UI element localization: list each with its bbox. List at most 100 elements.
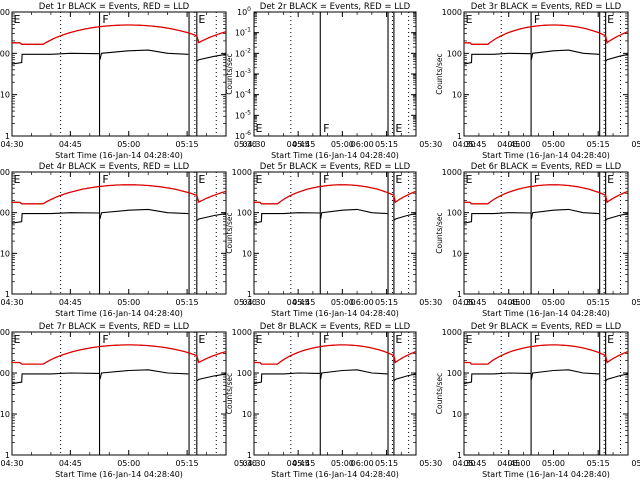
x-tick-label: 04:30 xyxy=(452,459,475,468)
y-axis-label: Counts/sec xyxy=(435,373,444,414)
interval-marker-label: E xyxy=(607,13,614,26)
interval-marker-label: E xyxy=(395,173,402,186)
lld-series-line xyxy=(12,24,227,45)
events-series-line xyxy=(463,52,531,65)
y-tick-label: 100 xyxy=(447,209,462,218)
x-tick-label: 05:30 xyxy=(234,459,257,468)
x-tick-label: 05:30 xyxy=(419,298,442,307)
y-tick-label: 100 xyxy=(0,369,10,378)
x-tick-label: 05:15 xyxy=(176,298,199,307)
x-tick-label: 04:45 xyxy=(59,459,82,468)
events-series-line xyxy=(11,212,100,224)
x-tick-label: 06:00 xyxy=(508,298,531,307)
y-tick-label: 10-1 xyxy=(235,27,251,38)
panel-title: Det 6r BLACK = Events, RED = LLD xyxy=(471,162,622,172)
x-tick-label: 05:15 xyxy=(587,298,610,307)
events-series-line xyxy=(196,373,227,382)
x-tick-label: 05:45 xyxy=(292,459,315,468)
interval-marker-label: E xyxy=(14,13,21,26)
x-tick-label: 04:30 xyxy=(242,298,265,307)
panel-title: Det 5r BLACK = Events, RED = LLD xyxy=(260,162,411,172)
y-tick-label: 10 xyxy=(452,91,462,100)
x-tick-label: 04:45 xyxy=(497,298,520,307)
x-tick-label: 05:30 xyxy=(419,140,442,149)
x-tick-label: 06:00 xyxy=(351,459,374,468)
x-axis-label: Start Time (16-Jan-14 04:28:40) xyxy=(271,151,399,160)
interval-marker-label: E xyxy=(198,173,205,186)
events-series-line xyxy=(11,372,100,385)
panel-det-5: Det 5r BLACK = Events, RED = LLD11010010… xyxy=(225,162,531,318)
events-series-line xyxy=(196,53,227,62)
y-tick-label: 1000 xyxy=(442,168,462,177)
panel-title: Det 9r BLACK = Events, RED = LLD xyxy=(471,322,622,332)
x-tick-label: 05:30 xyxy=(419,459,442,468)
panel-title: Det 7r BLACK = Events, RED = LLD xyxy=(39,322,190,332)
y-tick-label: 10-2 xyxy=(235,47,251,58)
events-series-line xyxy=(463,372,531,385)
plot-frame xyxy=(463,171,629,295)
plot-frame xyxy=(463,11,629,137)
x-tick-label: 05:30 xyxy=(234,140,257,149)
x-tick-label: 05:15 xyxy=(587,140,610,149)
y-tick-label: 10-6 xyxy=(235,130,251,141)
events-series-line xyxy=(530,49,600,60)
events-series-line xyxy=(605,373,629,382)
panel-title: Det 3r BLACK = Events, RED = LLD xyxy=(471,2,622,12)
interval-marker-label: F xyxy=(102,333,108,346)
y-tick-label: 100 xyxy=(237,369,252,378)
interval-marker-label: E xyxy=(14,333,21,346)
x-tick-label: 05:15 xyxy=(375,459,398,468)
panel-det-1: Det 1r BLACK = Events, RED = LLD 1 10 100 10… xyxy=(0,2,374,160)
events-series-line xyxy=(253,212,321,224)
x-tick-label: 04:30 xyxy=(0,459,23,468)
panel-det-6: Det 6r BLACK = Events, RED = LLD 1 10 100 10… xyxy=(435,162,640,318)
plot-frame xyxy=(11,11,227,137)
x-tick-label: 04:45 xyxy=(287,140,310,149)
interval-marker-label: F xyxy=(102,173,108,186)
y-tick-label: 100 xyxy=(0,209,10,218)
x-tick-label: 05:00 xyxy=(542,459,565,468)
y-tick-label: 1000 xyxy=(0,328,10,337)
events-series-line xyxy=(99,49,189,60)
y-tick-label: 100 xyxy=(237,209,252,218)
y-tick-label: 1000 xyxy=(232,168,252,177)
y-tick-label: 100 xyxy=(237,6,251,17)
y-tick-label: 1 xyxy=(5,451,10,460)
y-tick-label: 10-4 xyxy=(235,89,251,100)
x-tick-label: 05:00 xyxy=(117,459,140,468)
x-tick-label: 05:45 xyxy=(292,298,315,307)
x-axis-label: Start Time (16-Jan-14 04:28:40) xyxy=(271,470,399,479)
x-axis-label: Start Time (16-Jan-14 04:28:40) xyxy=(55,470,183,479)
y-tick-label: 10 xyxy=(0,410,10,419)
lld-series-line xyxy=(464,344,629,365)
y-tick-label: 1 xyxy=(5,290,10,299)
plot-frame xyxy=(11,331,227,456)
interval-marker-label: E xyxy=(466,173,473,186)
x-tick-label: 04:45 xyxy=(59,140,82,149)
lld-series-line xyxy=(464,184,629,205)
interval-marker-label: E xyxy=(466,13,473,26)
x-tick-label: 05:45 xyxy=(292,140,315,149)
interval-marker-label: E xyxy=(256,333,263,346)
panel-title: Det 2r BLACK = Events, RED = LLD xyxy=(260,2,411,12)
x-tick-label: 05:00 xyxy=(117,298,140,307)
x-tick-label: 05:30 xyxy=(631,140,640,149)
events-series-line xyxy=(530,369,600,380)
events-series-line xyxy=(463,212,531,224)
x-tick-label: 05:15 xyxy=(176,459,199,468)
y-tick-label: 1 xyxy=(457,451,462,460)
x-tick-label: 06:00 xyxy=(508,140,531,149)
y-tick-label: 1000 xyxy=(0,8,10,17)
x-tick-label: 04:30 xyxy=(242,459,265,468)
events-series-line xyxy=(99,208,189,220)
interval-marker-label: E xyxy=(256,122,263,135)
lld-series-line xyxy=(254,184,417,205)
x-tick-label: 05:00 xyxy=(331,140,354,149)
interval-marker-label: E xyxy=(395,122,402,135)
interval-marker-label: E xyxy=(607,333,614,346)
x-tick-label: 04:45 xyxy=(287,459,310,468)
x-tick-label: 05:00 xyxy=(542,298,565,307)
panel-det-8: Det 8r BLACK = Events, RED = LLD11010010… xyxy=(225,322,531,479)
x-tick-label: 05:00 xyxy=(117,140,140,149)
